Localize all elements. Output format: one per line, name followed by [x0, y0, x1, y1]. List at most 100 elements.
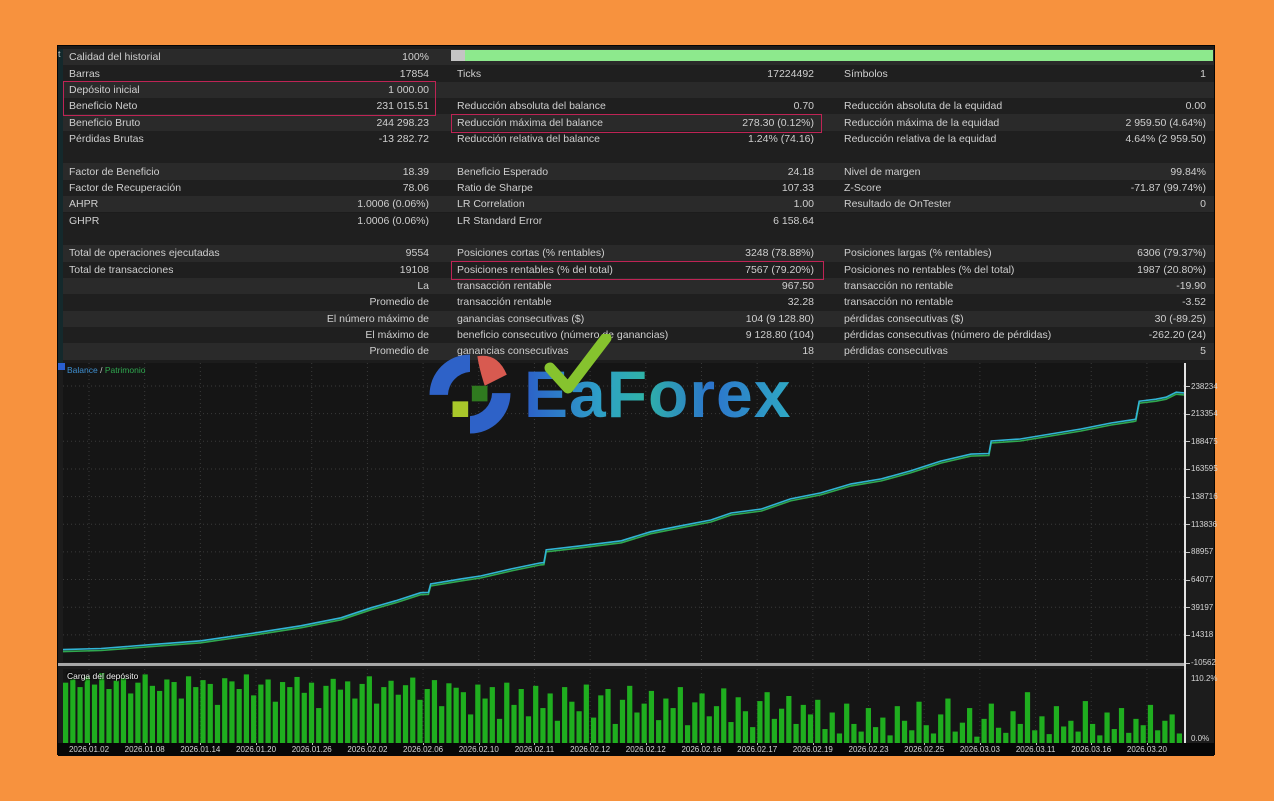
stat-row: Resultado de OnTester 0 — [838, 196, 1211, 212]
stats-row-stripe — [58, 212, 1214, 229]
stat-row: transacción no rentable -3.52 — [838, 294, 1211, 310]
blue-square-icon — [58, 363, 65, 370]
stat-label: Total de operaciones ejecutadas — [69, 247, 220, 260]
date-label: 2026.01.08 — [124, 745, 165, 754]
stat-row: El máximo de — [63, 327, 434, 343]
y-axis-label: 113836 — [1191, 519, 1218, 529]
date-tick — [701, 743, 703, 745]
stat-label: Símbolos — [844, 67, 888, 80]
stat-row: Beneficio Neto 231 015.51 — [63, 98, 434, 114]
y-axis-label: 163595 — [1191, 464, 1218, 474]
deposit-load-canvas — [63, 669, 1182, 743]
stat-row: Pérdidas Brutas -13 282.72 — [63, 131, 434, 147]
stat-row: AHPR 1.0006 (0.06%) — [63, 196, 434, 212]
stat-row: pérdidas consecutivas ($) 30 (-89.25) — [838, 311, 1211, 327]
y-axis-label: 14318 — [1191, 630, 1214, 640]
stat-row: Ticks 17224492 — [451, 65, 819, 81]
date-tick — [979, 743, 981, 745]
stat-value: El número máximo de — [326, 312, 429, 325]
y-axis-label: 213354 — [1191, 409, 1218, 419]
quality-progress-bar — [451, 50, 1213, 61]
stat-value: El máximo de — [365, 329, 429, 342]
date-tick — [757, 743, 759, 745]
progress-fill-segment — [465, 50, 1213, 61]
stat-value: 78.06 — [402, 181, 429, 194]
stat-label: transacción no rentable — [844, 296, 954, 309]
stat-value: 17854 — [399, 67, 429, 80]
y-axis-label: -10562 — [1191, 658, 1216, 667]
stat-label: Reducción relativa de la equidad — [844, 132, 997, 145]
date-label: 2026.02.25 — [904, 745, 945, 754]
deposit-load-title: Carga del depósito — [67, 671, 139, 681]
stat-row: Factor de Beneficio 18.39 — [63, 163, 434, 179]
stat-value: 100% — [402, 51, 429, 64]
stat-value: 0.00 — [1185, 100, 1206, 113]
stat-label: Posiciones cortas (% rentables) — [457, 247, 605, 260]
stat-value: 24.18 — [787, 165, 814, 178]
stats-row-stripe — [58, 81, 1214, 99]
date-label: 2026.02.17 — [737, 745, 778, 754]
stat-row: LR Standard Error 6 158.64 — [451, 213, 819, 229]
stat-label: Beneficio Neto — [69, 100, 138, 113]
stat-value: 1.24% (74.16) — [748, 132, 814, 145]
stats-row-stripe — [58, 294, 1214, 311]
stat-value: -19.90 — [1176, 280, 1206, 293]
stat-label: transacción rentable — [457, 296, 552, 309]
legend-patrimonio: Patrimonio — [104, 365, 146, 375]
date-tick — [645, 743, 647, 745]
stat-value: 1987 (20.80%) — [1137, 263, 1206, 276]
stats-row-stripe — [58, 98, 1214, 115]
stats-row-stripe — [58, 196, 1214, 213]
stat-value: 1.00 — [793, 198, 814, 211]
stat-value: -3.52 — [1182, 296, 1206, 309]
date-tick — [1146, 743, 1148, 745]
stat-label: transacción rentable — [457, 280, 552, 293]
deposit-load-chart: Carga del depósito — [63, 669, 1184, 743]
stats-row-stripe — [58, 65, 1214, 82]
y-axis-tick — [1186, 662, 1190, 664]
date-label: 2026.03.11 — [1015, 745, 1056, 754]
stat-row: ganancias consecutivas ($) 104 (9 128.80) — [451, 311, 819, 327]
checkmark-icon — [544, 334, 612, 394]
stat-label: Pérdidas Brutas — [69, 132, 144, 145]
stat-label: Ratio de Sharpe — [457, 181, 533, 194]
date-label: 2026.03.20 — [1126, 745, 1167, 754]
y-axis-label: 88957 — [1191, 547, 1214, 557]
eaforex-logo-icon — [429, 354, 511, 434]
stat-value: 231 015.51 — [376, 100, 429, 113]
stat-value: -13 282.72 — [378, 132, 429, 145]
stat-label: Total de transacciones — [69, 263, 174, 276]
stats-row-stripe — [58, 343, 1214, 360]
stat-row: Barras 17854 — [63, 65, 434, 81]
date-label: 2026.02.10 — [458, 745, 499, 754]
stat-value: La — [417, 280, 429, 293]
stat-row: Posiciones cortas (% rentables) 3248 (78.… — [451, 245, 819, 261]
stat-label: pérdidas consecutivas (número de pérdida… — [844, 329, 1052, 342]
stat-value: 1.0006 (0.06%) — [357, 214, 429, 227]
date-label: 2026.01.02 — [68, 745, 110, 754]
stat-row: GHPR 1.0006 (0.06%) — [63, 213, 434, 229]
stat-label: Beneficio Esperado — [457, 165, 549, 178]
deposit-axis-label: 110.2% — [1191, 674, 1218, 683]
stat-row: La — [63, 278, 434, 294]
stat-value: 2 959.50 (4.64%) — [1125, 116, 1206, 129]
stat-row: Promedio de — [63, 343, 434, 359]
legend-balance: Balance — [67, 365, 98, 375]
eaforex-watermark: EaForex — [424, 334, 791, 436]
stat-value: 1 — [1200, 67, 1206, 80]
stat-value: 1.0006 (0.06%) — [357, 198, 429, 211]
date-tick — [89, 743, 90, 745]
stat-value: -71.87 (99.74%) — [1130, 181, 1206, 194]
stat-row: El número máximo de — [63, 311, 434, 327]
y-axis-tick — [1186, 441, 1190, 443]
date-label: 2026.02.23 — [848, 745, 889, 754]
stat-value: 0 — [1200, 198, 1206, 211]
stat-row: Promedio de — [63, 294, 434, 310]
stats-row-stripe — [58, 277, 1214, 295]
stat-row: Posiciones no rentables (% del total) 198… — [838, 262, 1211, 278]
stat-row: Reducción máxima de la equidad 2 959.50 (… — [838, 114, 1211, 130]
stats-row-stripe — [58, 179, 1214, 197]
legend-separator: / — [97, 365, 105, 375]
stats-row-stripe — [58, 228, 1214, 246]
stat-value: 1 000.00 — [388, 83, 429, 96]
